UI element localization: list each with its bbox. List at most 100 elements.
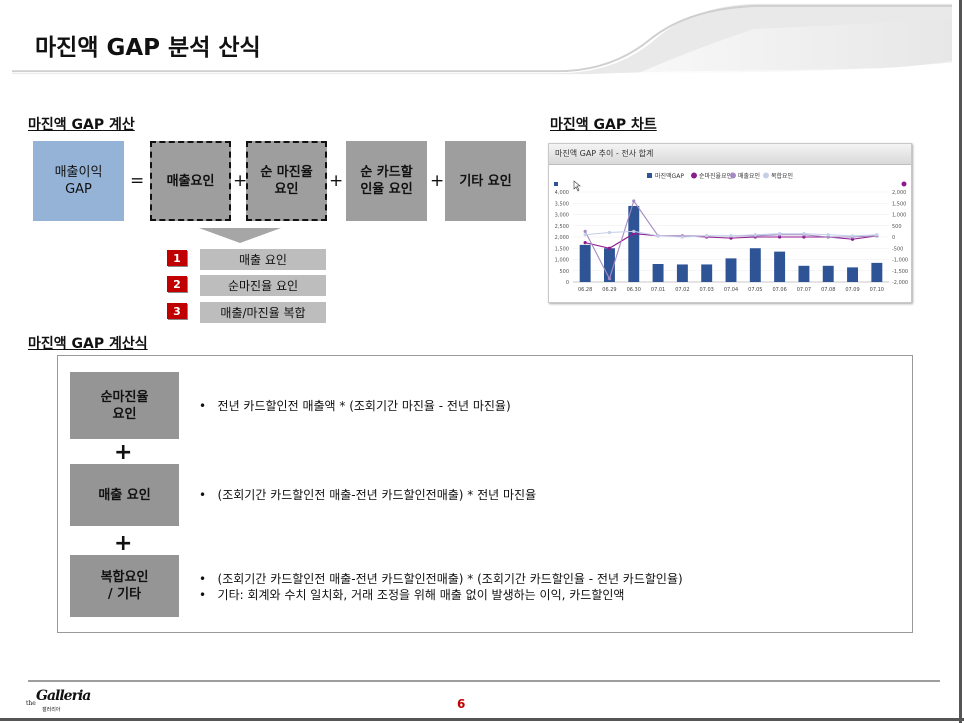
series-point	[753, 233, 757, 237]
x-tick-label: 07.08	[821, 287, 835, 293]
left-tick-label: 500	[559, 269, 569, 275]
right-tick-label: 1,000	[892, 213, 906, 219]
left-tick-label: 0	[566, 280, 569, 286]
page-title: 마진액 GAP 분석 산식	[35, 35, 261, 61]
section-heading-calc: 마진액 GAP 계산	[28, 117, 135, 133]
series-point	[802, 235, 806, 239]
chart-panel: 마진액 GAP 추이 - 전사 합계 마진액GAP 순마진율요인 매출요인 복합요인 4…	[548, 143, 912, 303]
x-tick-label: 06.30	[627, 287, 641, 293]
right-tick-label: -2,000	[892, 280, 908, 286]
galleria-logo: the Galleria 갤러리아	[26, 688, 91, 714]
series-point	[632, 232, 636, 236]
bar	[798, 265, 810, 282]
x-tick-label: 07.05	[748, 287, 762, 293]
right-axis-marker	[901, 181, 907, 187]
series-point	[850, 234, 855, 238]
series-point	[583, 229, 587, 233]
bar	[701, 264, 713, 282]
right-tick-label: -1,000	[892, 258, 908, 264]
factor-card-discount: 순 카드할 인율 요인	[346, 141, 427, 221]
logo-korean: 갤러리아	[42, 707, 61, 713]
x-tick-label: 07.01	[651, 287, 665, 293]
factor-sales: 매출요인	[150, 141, 231, 221]
legend-label-2: 매출요인	[738, 172, 760, 180]
bar	[847, 267, 859, 282]
series-point	[826, 235, 830, 239]
bar	[579, 244, 591, 282]
series-point	[607, 230, 612, 235]
factor-other: 기타 요인	[445, 141, 526, 221]
page-edge-divider	[959, 0, 962, 723]
bar	[871, 262, 883, 282]
left-tick-label: 4,000	[555, 190, 569, 196]
left-tick-label: 1,500	[555, 246, 569, 252]
section-heading-chart: 마진액 GAP 차트	[550, 117, 657, 133]
x-tick-label: 07.07	[797, 287, 811, 293]
series-point	[632, 199, 636, 203]
chart-title-bar: 마진액 GAP 추이 - 전사 합계	[549, 144, 911, 165]
series-point	[607, 246, 612, 250]
right-tick-label: 0	[892, 235, 895, 241]
x-tick-label: 07.09	[845, 287, 859, 293]
formula-label-net-margin: 순마진율 요인	[70, 372, 179, 439]
footer-bottom-line	[0, 718, 964, 721]
right-tick-label: -500	[892, 246, 903, 252]
legend-swatch-1	[691, 172, 697, 179]
formula-bullet-sales: • (조회기간 카드할인전 매출-전년 카드할인전매출) * 전년 마진율	[199, 488, 537, 502]
legend-label-3: 복합요인	[771, 172, 793, 180]
right-tick-label: 500	[892, 224, 902, 230]
left-tick-label: 3,500	[555, 201, 569, 207]
equals-sign: =	[130, 171, 145, 191]
formula-plus-2: +	[114, 531, 133, 556]
series-point	[778, 235, 782, 239]
plus-sign-1: +	[233, 171, 248, 191]
x-tick-label: 07.04	[724, 287, 738, 293]
left-axis-marker	[554, 182, 558, 186]
bar	[652, 264, 664, 282]
gap-total-box: 매출이익 GAP	[33, 141, 124, 221]
logo-prefix: the	[26, 700, 36, 707]
legend-swatch-2	[730, 172, 736, 179]
legend-label-0: 마진액GAP	[655, 172, 684, 180]
formula-plus-1: +	[114, 440, 133, 465]
formula-bullet-other: • 기타: 회계와 수치 일치화, 거래 조정을 위해 매출 없이 발생하는 이…	[199, 588, 625, 602]
series-point	[705, 234, 709, 238]
left-tick-label: 2,500	[555, 224, 569, 230]
left-tick-label: 2,000	[555, 235, 569, 241]
gap-chart: 마진액GAP 순마진율요인 매출요인 복합요인 4,000 2,000 3,500 1,500…	[554, 172, 908, 293]
factor-net-margin: 순 마진율 요인	[246, 141, 327, 221]
plus-sign-3: +	[430, 171, 445, 191]
formula-label-combined: 복합요인 / 기타	[70, 555, 179, 617]
x-tick-label: 07.02	[675, 287, 689, 293]
title-banner	[12, 3, 952, 75]
down-arrow-icon	[199, 228, 281, 243]
section-heading-formula: 마진액 GAP 계산식	[28, 336, 148, 352]
series-point	[607, 277, 612, 281]
series-point	[656, 234, 660, 238]
series-point	[583, 233, 587, 237]
series-point	[802, 232, 806, 236]
bar	[774, 251, 786, 282]
formula-panel	[57, 355, 913, 633]
legend-swatch-0	[647, 173, 652, 178]
x-tick-label: 07.06	[772, 287, 786, 293]
bar	[749, 248, 761, 282]
page-number: 6	[457, 697, 466, 711]
logo-text: Galleria	[36, 688, 91, 704]
formula-label-sales: 매출 요인	[70, 464, 179, 526]
x-tick-label: 06.28	[578, 287, 592, 293]
bar	[676, 264, 688, 282]
bar	[603, 248, 615, 282]
series-point	[850, 237, 855, 241]
formula-bullet-combined: • (조회기간 카드할인전 매출-전년 카드할인전매출) * (조회기간 카드할…	[199, 572, 683, 586]
series-point	[680, 235, 684, 239]
item-combined-factor: 매출/마진율 복합	[200, 302, 326, 323]
plus-sign-2: +	[329, 171, 344, 191]
formula-bullet-net-margin: • 전년 카드할인전 매출액 * (조회기간 마진율 - 전년 마진율)	[199, 399, 511, 413]
x-tick-label: 07.03	[700, 287, 714, 293]
series-point	[875, 233, 879, 237]
x-tick-label: 06.29	[602, 287, 616, 293]
series-point	[583, 241, 587, 245]
series-point	[729, 234, 733, 238]
item-number-1: 1	[167, 250, 187, 266]
